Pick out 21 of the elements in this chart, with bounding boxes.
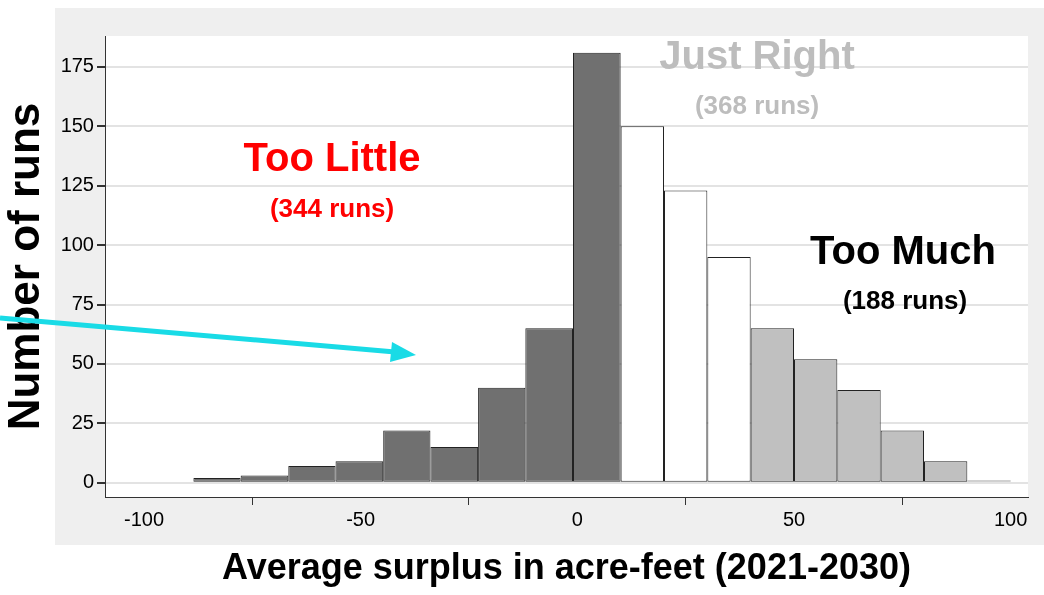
y-tick-label: 125 xyxy=(60,173,94,196)
annotation: (344 runs) xyxy=(269,193,395,224)
y-axis-title: Number of runs xyxy=(0,102,48,431)
y-tick-label: 25 xyxy=(71,410,94,433)
x-tick-label: 0 xyxy=(571,507,583,530)
y-tick-label: 150 xyxy=(60,113,94,136)
y-tick-label: 75 xyxy=(71,292,94,315)
x-tick-label: -100 xyxy=(123,507,165,530)
annotation: (188 runs) xyxy=(842,285,968,316)
x-tick-label: -50 xyxy=(346,507,376,530)
y-tick-label: 0 xyxy=(82,470,94,493)
y-tick-label: 50 xyxy=(71,351,94,374)
x-tick-label: 50 xyxy=(782,507,806,530)
annotation: Too Much xyxy=(810,228,996,273)
x-axis-title: Average surplus in acre-feet (2021-2030) xyxy=(222,546,911,588)
annotation: (368 runs) xyxy=(694,90,820,121)
y-tick-label: 175 xyxy=(60,54,94,77)
y-tick-label: 100 xyxy=(60,232,94,255)
annotation: Too Little xyxy=(243,135,421,180)
annotation: Just Right xyxy=(659,33,855,78)
x-tick-label: 100 xyxy=(993,507,1028,530)
